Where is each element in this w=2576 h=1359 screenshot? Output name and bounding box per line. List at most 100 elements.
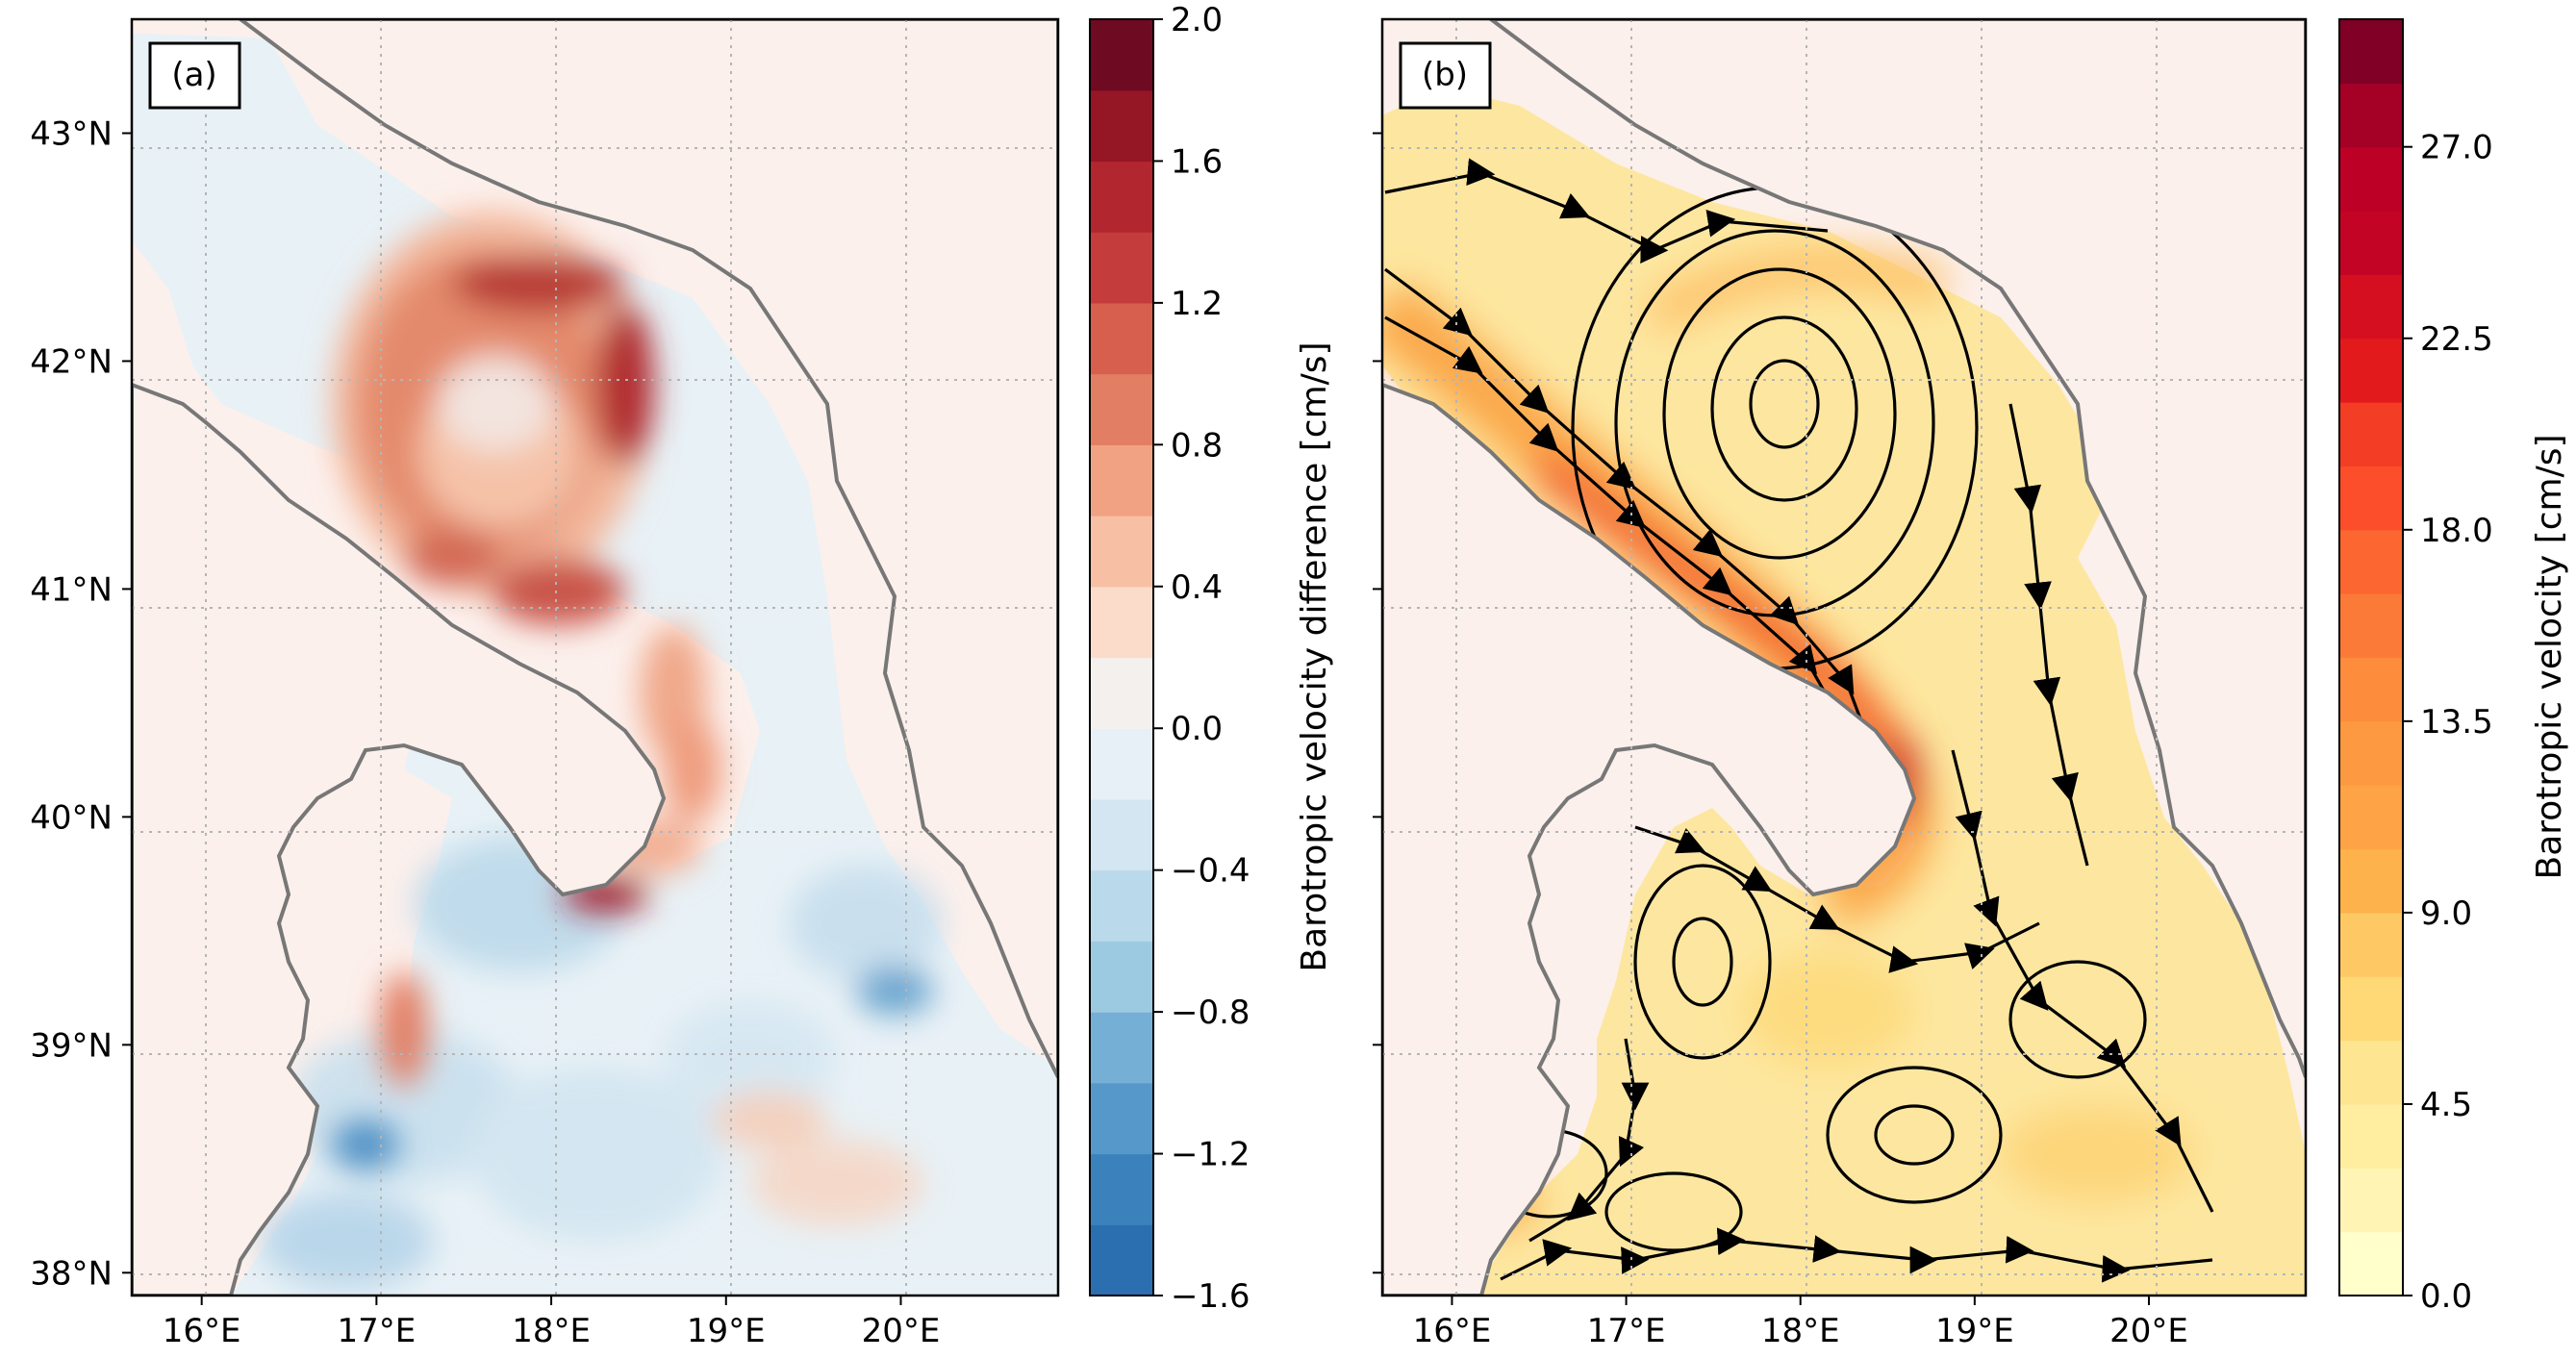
x-tick-label: 19°E <box>687 1312 766 1350</box>
colorbar-tick-label: 22.5 <box>2420 320 2493 359</box>
panel-b-frame <box>1380 17 2308 1297</box>
colorbar-band <box>2339 720 2403 786</box>
colorbar-tick-label: 2.0 <box>1171 1 1223 39</box>
y-tick-label: 41°N <box>30 570 113 609</box>
x-tick-label: 20°E <box>2109 1312 2188 1350</box>
panel-b: (b) 16°E 17°E 18°E 19°E 20°E <box>1373 17 2308 1350</box>
colorbar-band <box>2339 1231 2403 1296</box>
x-tick-label: 19°E <box>1935 1312 2014 1350</box>
colorbar-band <box>2339 976 2403 1042</box>
panel-a-label: (a) <box>171 56 216 94</box>
colorbar-band <box>1090 1082 1153 1155</box>
colorbar-band <box>2339 912 2403 977</box>
interior-patch-1 <box>1741 952 1914 1068</box>
colorbar-b-ticks: 0.0 4.5 9.0 13.5 18.0 22.5 27.0 <box>2403 129 2493 1316</box>
panel-a-contours <box>260 212 943 1289</box>
streamline-east-2 <box>1951 749 2214 1213</box>
colorbar-tick-label: −1.2 <box>1171 1136 1250 1174</box>
colorbar-band <box>2339 1103 2403 1169</box>
colorbar-b-bands <box>2339 19 2403 1296</box>
panel-b-x-ticks: 16°E 17°E 18°E 19°E 20°E <box>1413 1296 2188 1350</box>
colorbar-a-ticks: −1.6 −1.2 −0.8 −0.4 0.0 0.4 0.8 1.2 1.6 2.0 <box>1153 1 1250 1316</box>
y-tick-label: 40°N <box>30 798 113 837</box>
colorbar-a: −1.6 −1.2 −0.8 −0.4 0.0 0.4 0.8 1.2 1.6 2.0 Barot… <box>1089 1 1334 1316</box>
colorbar-band <box>2339 466 2403 531</box>
colorbar-band <box>1090 302 1153 375</box>
y-tick-label: 38°N <box>30 1254 113 1293</box>
eddy-4 <box>1874 1104 1955 1166</box>
colorbar-band <box>2339 1040 2403 1105</box>
colorbar-band <box>1090 586 1153 659</box>
colorbar-tick-label: −0.4 <box>1171 852 1250 891</box>
panel-a-gridlines <box>132 19 1058 1296</box>
x-tick-label: 16°E <box>1413 1312 1492 1350</box>
colorbar-band <box>1090 516 1153 588</box>
colorbar-band <box>2339 657 2403 722</box>
colorbar-band <box>2339 593 2403 659</box>
colorbar-tick-label: 27.0 <box>2420 129 2493 167</box>
panel-b-gridlines <box>1382 19 2306 1296</box>
colorbar-a-bands <box>1090 19 1153 1296</box>
y-tick-label: 43°N <box>30 114 113 153</box>
colorbar-band <box>1090 19 1153 91</box>
colorbar-band <box>1090 1153 1153 1225</box>
panel-a-land <box>132 19 1058 1296</box>
streamline-north <box>1384 158 1829 264</box>
streamline-south-1 <box>1500 1227 2213 1283</box>
panel-a: (a) 16°E 17°E 18°E 19°E 20°E 38°N 39°N 40°N 41°… <box>30 17 1060 1350</box>
colorbar-band <box>1090 657 1153 729</box>
colorbar-b-frame <box>2338 18 2404 1296</box>
colorbar-band <box>2339 338 2403 403</box>
colorbar-tick-label: 0.0 <box>2420 1277 2472 1316</box>
colorbar-a-label: Barotropic velocity difference [cm/s] <box>1295 341 1334 971</box>
colorbar-band <box>1090 161 1153 233</box>
panel-b-label: (b) <box>1422 56 1468 94</box>
eddy-3 <box>1826 1066 2003 1204</box>
colorbar-tick-label: 0.8 <box>1171 426 1223 465</box>
colorbar-band <box>2339 19 2403 84</box>
eddy-5 <box>2008 960 2147 1079</box>
x-tick-label: 18°E <box>1761 1312 1840 1350</box>
italy-land <box>1382 382 1917 1296</box>
colorbar-band <box>1090 89 1153 163</box>
colorbar-band <box>1090 1012 1153 1084</box>
colorbar-band <box>1090 869 1153 942</box>
streamline-south-2 <box>1634 825 2040 973</box>
panel-b-land <box>1382 19 2306 1296</box>
colorbar-band <box>1090 444 1153 516</box>
panel-a-y-ticks: 38°N 39°N 40°N 41°N 42°N 43°N <box>30 114 132 1293</box>
y-tick-label: 39°N <box>30 1026 113 1065</box>
x-tick-label: 17°E <box>1587 1312 1666 1350</box>
colorbar-band <box>2339 529 2403 594</box>
colorbar-b-label: Barotropic velocity [cm/s] <box>2530 434 2569 879</box>
colorbar-band <box>2339 274 2403 340</box>
panel-a-frame <box>130 17 1060 1297</box>
y-tick-label: 42°N <box>30 342 113 381</box>
colorbar-band <box>2339 402 2403 467</box>
colorbar-band <box>1090 232 1153 304</box>
colorbar-tick-label: 0.0 <box>1171 710 1223 748</box>
colorbar-band <box>1090 728 1153 800</box>
panel-b-y-ticks <box>1373 132 1382 1274</box>
x-tick-label: 17°E <box>338 1312 417 1350</box>
x-tick-label: 18°E <box>512 1312 591 1350</box>
x-tick-label: 20°E <box>862 1312 941 1350</box>
panel-a-label-box <box>148 41 241 110</box>
colorbar-tick-label: 9.0 <box>2420 894 2472 933</box>
colorbar-band <box>1090 373 1153 445</box>
colorbar-a-frame <box>1089 18 1154 1296</box>
italy-land <box>132 382 667 1296</box>
colorbar-tick-label: 4.5 <box>2420 1086 2472 1124</box>
colorbar-band <box>1090 941 1153 1013</box>
colorbar-band <box>2339 1168 2403 1233</box>
colorbar-tick-label: 1.2 <box>1171 285 1223 323</box>
colorbar-band <box>2339 785 2403 850</box>
colorbar-tick-label: 1.6 <box>1171 142 1223 181</box>
balkan-land <box>1487 19 2306 1078</box>
panel-a-x-ticks: 16°E 17°E 18°E 19°E 20°E <box>163 1296 941 1350</box>
streamline-east-1 <box>2008 403 2089 867</box>
colorbar-band <box>1090 1224 1153 1296</box>
colorbar-tick-label: 13.5 <box>2420 703 2493 742</box>
colorbar-b: 0.0 4.5 9.0 13.5 18.0 22.5 27.0 Barotropic vel… <box>2338 18 2569 1316</box>
